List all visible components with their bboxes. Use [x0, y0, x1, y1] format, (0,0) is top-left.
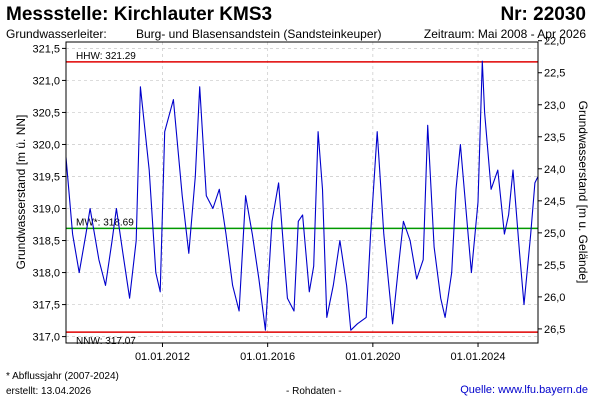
- reference-label: MW*: 318.69: [76, 217, 134, 228]
- chart-grid: [66, 42, 538, 343]
- left-tick-label: 321,5: [32, 43, 60, 55]
- right-tick-label: 23,5: [544, 132, 565, 144]
- plot-frame: [65, 41, 539, 344]
- series-group: [65, 60, 539, 331]
- left-tick-label: 318,5: [32, 236, 60, 248]
- created-date: erstellt: 13.04.2026: [6, 386, 92, 397]
- left-tick-label: 321,0: [32, 75, 60, 87]
- y-axis-label-right: Grundwasserstand [m u. Gelände]: [576, 101, 590, 284]
- series-line: [65, 60, 539, 331]
- x-tick-label: 01.01.2016: [240, 351, 295, 363]
- reference-label: NNW: 317.07: [76, 336, 136, 347]
- right-tick-label: 24,5: [544, 196, 565, 208]
- x-tick-label: 01.01.2012: [135, 351, 190, 363]
- right-tick-label: 25,5: [544, 260, 565, 272]
- x-axis-ticks: 01.01.2012 01.01.2016 01.01.2020 01.01.2024: [135, 343, 506, 363]
- left-tick-label: 318,0: [32, 268, 60, 280]
- raw-data-note: - Rohdaten -: [286, 386, 342, 397]
- left-tick-label: 319,5: [32, 171, 60, 183]
- footnote: * Abflussjahr (2007-2024): [6, 371, 119, 382]
- right-tick-label: 22,0: [544, 36, 565, 48]
- right-axis-ticks: 22,0 22,5 23,0 23,5 24,0 24,5 25,0 25,5 26,0 26,5: [538, 36, 565, 336]
- left-axis-ticks: 317,0 317,5 318,0 318,5 319,0 319,5 320,0 320,5…: [32, 43, 66, 344]
- left-tick-label: 317,5: [32, 300, 60, 312]
- station-number: Nr: 22030: [500, 4, 586, 25]
- y-axis-label-left: Grundwasserstand [m ü. NN]: [14, 115, 28, 270]
- page-title: Messstelle: Kirchlauter KMS3: [6, 4, 273, 25]
- right-tick-label: 23,0: [544, 100, 565, 112]
- left-tick-label: 319,0: [32, 204, 60, 216]
- reference-lines: HHW: 321.29 MW*: 318.69 NNW: 317.07: [66, 51, 538, 347]
- source-link[interactable]: Quelle: www.lfu.bayern.de: [460, 384, 588, 396]
- x-tick-label: 01.01.2020: [345, 351, 400, 363]
- right-tick-label: 24,0: [544, 164, 565, 176]
- aquifer-label: Grundwasserleiter:: [6, 27, 107, 41]
- reference-label: HHW: 321.29: [76, 51, 136, 62]
- left-tick-label: 320,5: [32, 107, 60, 119]
- left-tick-label: 317,0: [32, 332, 60, 344]
- period-label: Zeitraum: Mai 2008 - Apr 2026: [423, 27, 586, 41]
- aquifer-value: Burg- und Blasensandstein (Sandsteinkeup…: [136, 27, 382, 41]
- left-tick-label: 320,0: [32, 139, 60, 151]
- right-tick-label: 26,5: [544, 324, 565, 336]
- right-tick-label: 22,5: [544, 68, 565, 80]
- right-tick-label: 26,0: [544, 292, 565, 304]
- x-tick-label: 01.01.2024: [450, 351, 505, 363]
- right-tick-label: 25,0: [544, 228, 565, 240]
